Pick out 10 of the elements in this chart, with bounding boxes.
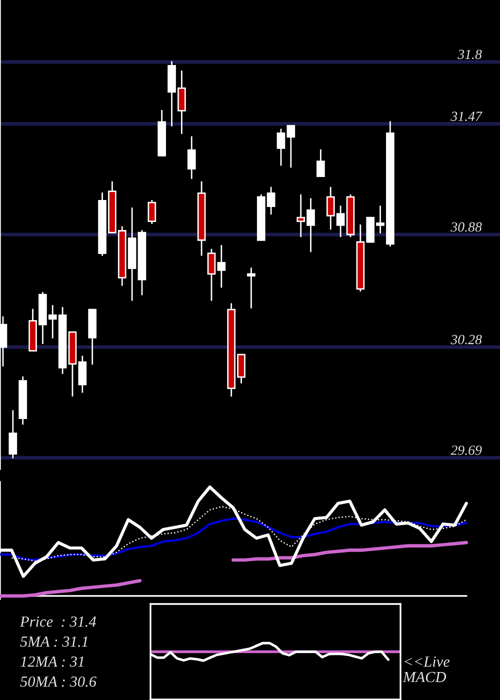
y-tick-label: 31.8 — [458, 50, 482, 60]
text: <<Live MACD — [402, 656, 450, 682]
y-tick-label: 31.47 — [450, 112, 482, 122]
y-tick-label: 29.69 — [450, 446, 482, 455]
y-tick-label: 30.88 — [450, 222, 482, 232]
y-tick-label: 30.28 — [450, 334, 482, 344]
text: Price : 31.4 — [20, 616, 96, 627]
text: 12MA : 31 — [20, 656, 84, 667]
text: 5MA : 31.1 — [20, 636, 88, 647]
text: 50MA : 30.6 — [20, 676, 96, 687]
